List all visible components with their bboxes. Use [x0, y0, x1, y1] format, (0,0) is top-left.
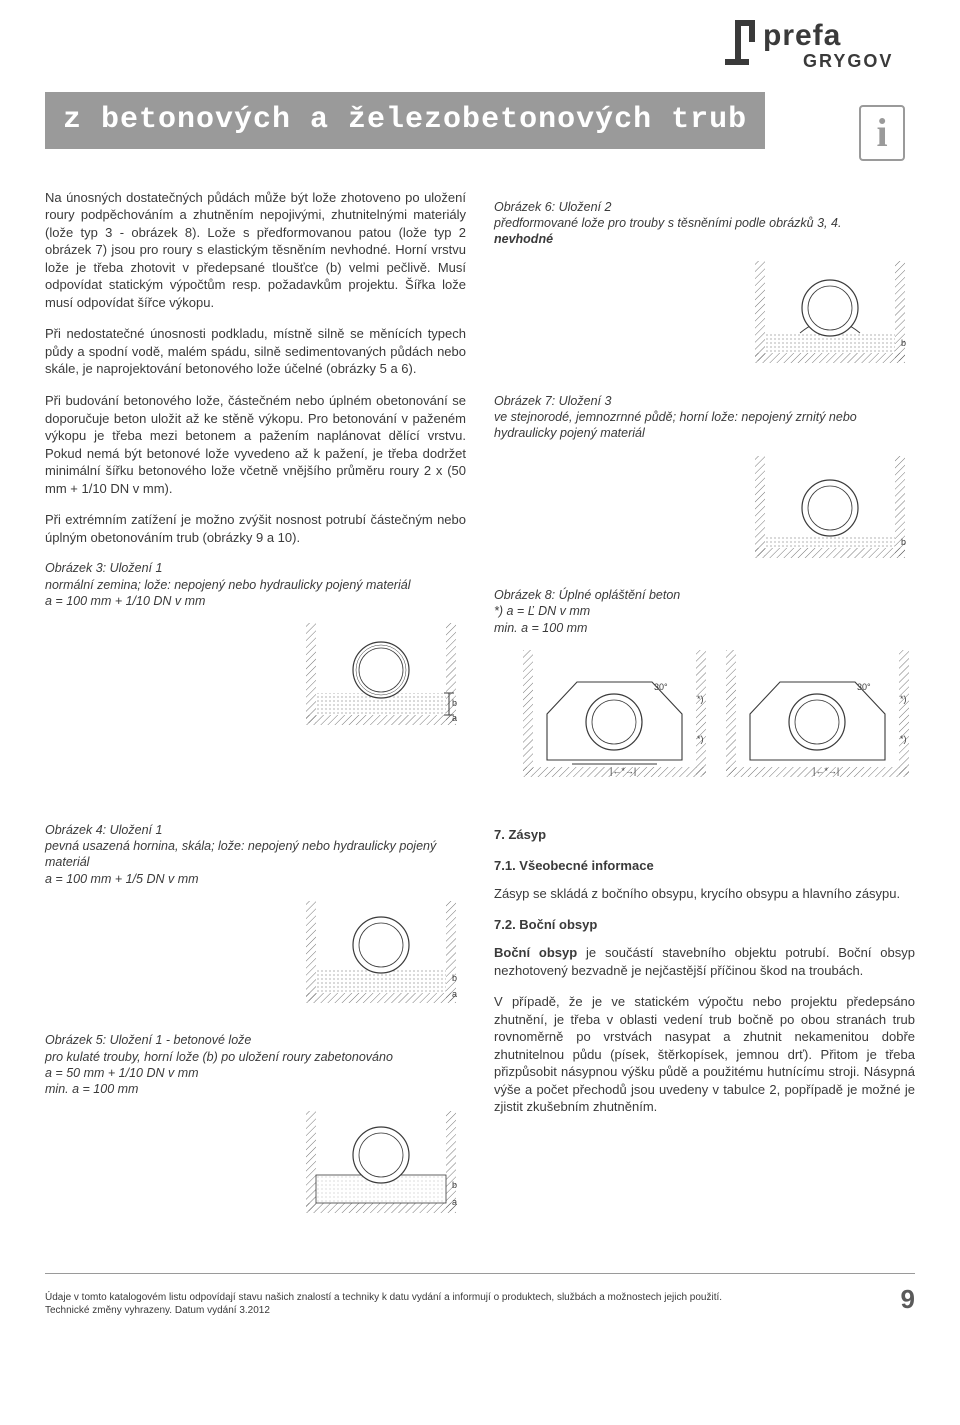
figure-title: Obrázek 3: Uložení 1 [45, 561, 162, 575]
svg-text:a: a [452, 713, 457, 723]
figure-dim: min. a = 100 mm [45, 1082, 138, 1096]
figure-dim: min. a = 100 mm [494, 621, 587, 635]
svg-text:|←*→|: |←*→| [813, 766, 839, 776]
page-number: 9 [901, 1282, 915, 1317]
figure-5-image: b a [45, 1103, 466, 1223]
logo-text-bottom: GRYGOV [803, 51, 893, 71]
svg-text:b: b [452, 1180, 457, 1190]
logo-text-top: prefa [763, 19, 841, 52]
page-title: z betonových a železobetonových trub [45, 92, 765, 149]
page-footer: Údaje v tomto katalogovém listu odpovída… [45, 1273, 915, 1317]
subsection-heading: 7.2. Boční obsyp [494, 916, 915, 934]
figure-title: Obrázek 8: Úplné opláštění beton [494, 588, 680, 602]
figure-8: Obrázek 8: Úplné opláštění beton *) a = … [494, 587, 915, 782]
svg-text:b: b [452, 698, 457, 708]
body-paragraph: Zásyp se skládá z bočního obsypu, krycíh… [494, 885, 915, 903]
figure-desc: normální zemina; lože: nepojený nebo hyd… [45, 578, 410, 592]
svg-text:a: a [452, 989, 457, 999]
body-paragraph: Na únosných dostatečných půdách může být… [45, 189, 466, 312]
svg-text:b: b [901, 537, 906, 547]
footer-text: Údaje v tomto katalogovém listu odpovída… [45, 1291, 765, 1317]
brand-logo: prefa GRYGOV [715, 15, 905, 75]
figure-4: Obrázek 4: Uložení 1 pevná usazená horni… [45, 822, 466, 1013]
figure-7: Obrázek 7: Uložení 3 ve stejnorodé, jemn… [494, 393, 915, 567]
figure-8-images: 30° *) *) |←*→| 30° *) [494, 642, 915, 782]
figure-dim: a = 100 mm + 1/5 DN v mm [45, 872, 199, 886]
figure-desc: pro kulaté trouby, horní lože (b) po ulo… [45, 1050, 393, 1064]
figure-title: Obrázek 6: Uložení 2 [494, 200, 611, 214]
svg-text:*): *) [900, 734, 907, 744]
body-paragraph: Při extrémním zatížení je možno zvýšit n… [45, 511, 466, 546]
svg-text:a: a [452, 1197, 457, 1207]
figure-title: Obrázek 5: Uložení 1 - betonové lože [45, 1033, 251, 1047]
figure-6: Obrázek 6: Uložení 2 předformované lože … [494, 199, 915, 373]
svg-text:30°: 30° [857, 682, 871, 692]
figure-dim: a = 50 mm + 1/10 DN v mm [45, 1066, 199, 1080]
figure-5: Obrázek 5: Uložení 1 - betonové lože pro… [45, 1032, 466, 1223]
figure-dim: a = 100 mm + 1/10 DN v mm [45, 594, 205, 608]
info-badge: i [859, 105, 905, 161]
body-paragraph: Při nedostatečné únosnosti podkladu, mís… [45, 325, 466, 378]
figure-6-image: b [494, 253, 915, 373]
figure-3: Obrázek 3: Uložení 1 normální zemina; lo… [45, 560, 466, 734]
figure-7-image: b [494, 448, 915, 568]
figure-4-image: b a [45, 893, 466, 1013]
figure-note: nevhodné [494, 232, 553, 246]
svg-text:*): *) [697, 694, 704, 704]
svg-text:b: b [901, 338, 906, 348]
svg-text:*): *) [900, 694, 907, 704]
info-icon: i [876, 106, 887, 160]
figure-desc: ve stejnorodé, jemnozrnné půdě; horní lo… [494, 410, 857, 440]
figure-3-image: b a [45, 615, 466, 735]
figure-desc: předformované lože pro trouby s těsněním… [494, 216, 841, 230]
subsection-heading: 7.1. Všeobecné informace [494, 857, 915, 875]
figure-title: Obrázek 4: Uložení 1 [45, 823, 162, 837]
angle-label: 30° [654, 682, 668, 692]
figure-dim: *) a = Ľ DN v mm [494, 604, 590, 618]
figure-title: Obrázek 7: Uložení 3 [494, 394, 611, 408]
svg-text:b: b [452, 973, 457, 983]
svg-text:*): *) [697, 734, 704, 744]
body-paragraph: Boční obsyp Boční obsyp je součástí stav… [494, 944, 915, 979]
section-heading: 7. Zásyp [494, 826, 915, 844]
body-paragraph: V případě, že je ve statickém výpočtu ne… [494, 993, 915, 1116]
figure-desc: pevná usazená hornina, skála; lože: nepo… [45, 839, 436, 869]
body-paragraph: Při budování betonového lože, částečném … [45, 392, 466, 497]
svg-text:|←*→|: |←*→| [610, 766, 636, 776]
